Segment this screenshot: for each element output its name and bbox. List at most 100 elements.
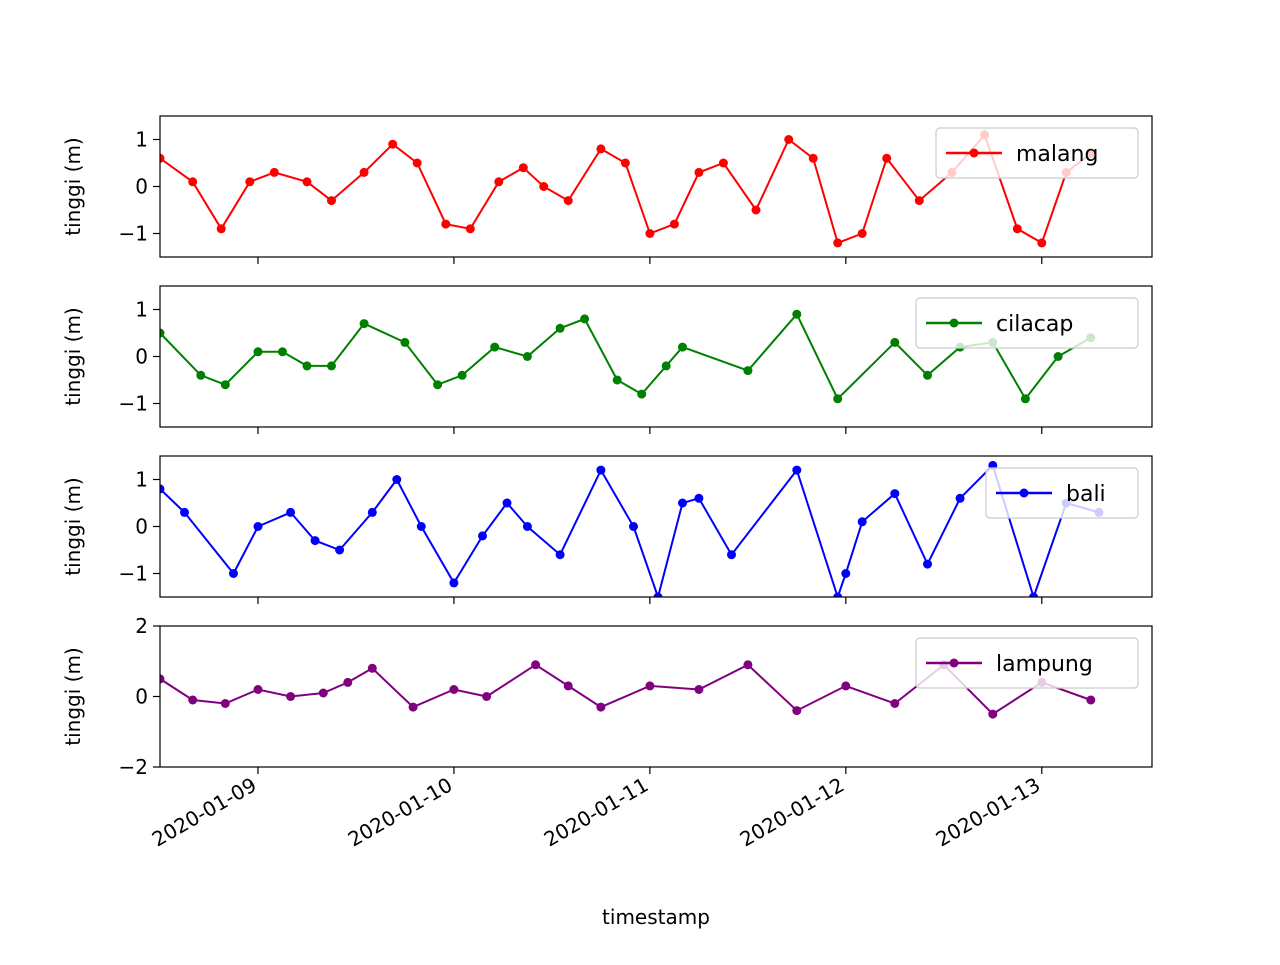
y-axis-label: tinggi (m) (61, 647, 85, 745)
data-point (678, 342, 687, 352)
data-point (388, 139, 398, 149)
data-point (661, 361, 671, 371)
data-point (923, 370, 932, 380)
data-point (841, 681, 851, 691)
data-point (743, 366, 753, 376)
data-point (196, 370, 206, 380)
y-tick-label: −1 (119, 222, 148, 246)
y-axis-label: tinggi (m) (61, 137, 85, 235)
data-point (478, 531, 487, 541)
data-point (433, 380, 443, 390)
y-tick-label: 0 (135, 515, 148, 539)
data-point (555, 323, 565, 333)
data-point (629, 522, 638, 531)
data-point (160, 153, 165, 163)
data-point (833, 592, 843, 597)
y-axis-label: tinggi (m) (61, 307, 85, 405)
data-point (269, 167, 279, 177)
data-point (400, 337, 410, 347)
data-point (160, 484, 165, 494)
data-point (653, 592, 663, 597)
y-axis-label: tinggi (m) (61, 477, 85, 575)
data-point (596, 144, 606, 154)
data-point (367, 663, 377, 673)
data-point (1012, 224, 1022, 234)
data-point (278, 347, 287, 357)
data-point (465, 224, 475, 234)
data-point (882, 153, 892, 163)
data-point (890, 489, 900, 499)
data-point (1086, 695, 1096, 705)
data-point (229, 569, 238, 578)
data-point (441, 219, 451, 229)
data-point (857, 229, 867, 238)
data-point (359, 167, 369, 177)
data-point (245, 177, 255, 187)
data-point (522, 352, 532, 361)
legend-box (935, 127, 1139, 179)
data-point (160, 674, 165, 684)
subplot-lampung: 2 0 −2 tinggi (m) lampung (61, 614, 1153, 779)
data-point (833, 238, 843, 248)
legend-bali: bali (985, 467, 1139, 519)
data-point (751, 205, 761, 215)
data-point (302, 361, 312, 371)
y-tick-label: −1 (119, 392, 148, 416)
data-point (694, 685, 704, 694)
data-point (253, 347, 263, 357)
data-point (955, 493, 965, 503)
data-point (1020, 394, 1030, 404)
data-point (988, 709, 998, 719)
data-point (180, 507, 189, 517)
data-point (188, 695, 198, 705)
y-tick-label: 0 (135, 175, 148, 199)
legend-box (985, 467, 1139, 519)
data-point (1053, 352, 1063, 361)
data-point (637, 389, 647, 399)
data-point (563, 196, 573, 206)
x-axis-label: timestamp (602, 905, 710, 929)
data-point (253, 522, 263, 531)
y-tick-label: −1 (119, 562, 148, 586)
legend-marker (949, 318, 959, 328)
data-point (784, 135, 794, 144)
y-tick-label: 2 (135, 614, 148, 638)
data-point (694, 493, 704, 503)
data-point (718, 158, 728, 168)
series-lampung (160, 660, 1096, 719)
legend-marker (969, 148, 979, 158)
data-point (494, 177, 504, 187)
data-point (645, 229, 655, 238)
data-point (253, 685, 263, 694)
data-point (890, 699, 900, 708)
data-point (188, 177, 198, 187)
data-point (914, 196, 924, 206)
legend-label: malang (1016, 142, 1098, 167)
data-point (412, 158, 422, 168)
data-point (645, 681, 655, 691)
data-point (335, 545, 345, 555)
legend-marker (949, 658, 959, 668)
subplot-cilacap: 1 0 −1 tinggi (m) cilacap (61, 285, 1153, 434)
data-point (449, 685, 459, 694)
data-point (449, 578, 459, 588)
data-point (327, 196, 336, 206)
data-point (841, 569, 851, 578)
data-point (220, 380, 230, 390)
data-point (531, 660, 541, 670)
data-point (808, 153, 818, 163)
data-point (833, 394, 843, 404)
data-point (310, 536, 320, 546)
subplot-malang: 1 0 −1 tinggi (m) malang (61, 115, 1153, 264)
data-point (482, 692, 492, 701)
data-point (555, 550, 565, 560)
data-point (727, 550, 736, 560)
data-point (792, 465, 802, 475)
data-point (343, 677, 353, 687)
data-point (302, 177, 312, 187)
subplots: 1 0 −1 tinggi (m) malang 1 0 −1 tinggi (m) cilaca… (61, 115, 1153, 779)
legend-label: cilacap (996, 312, 1073, 337)
data-point (367, 507, 377, 517)
